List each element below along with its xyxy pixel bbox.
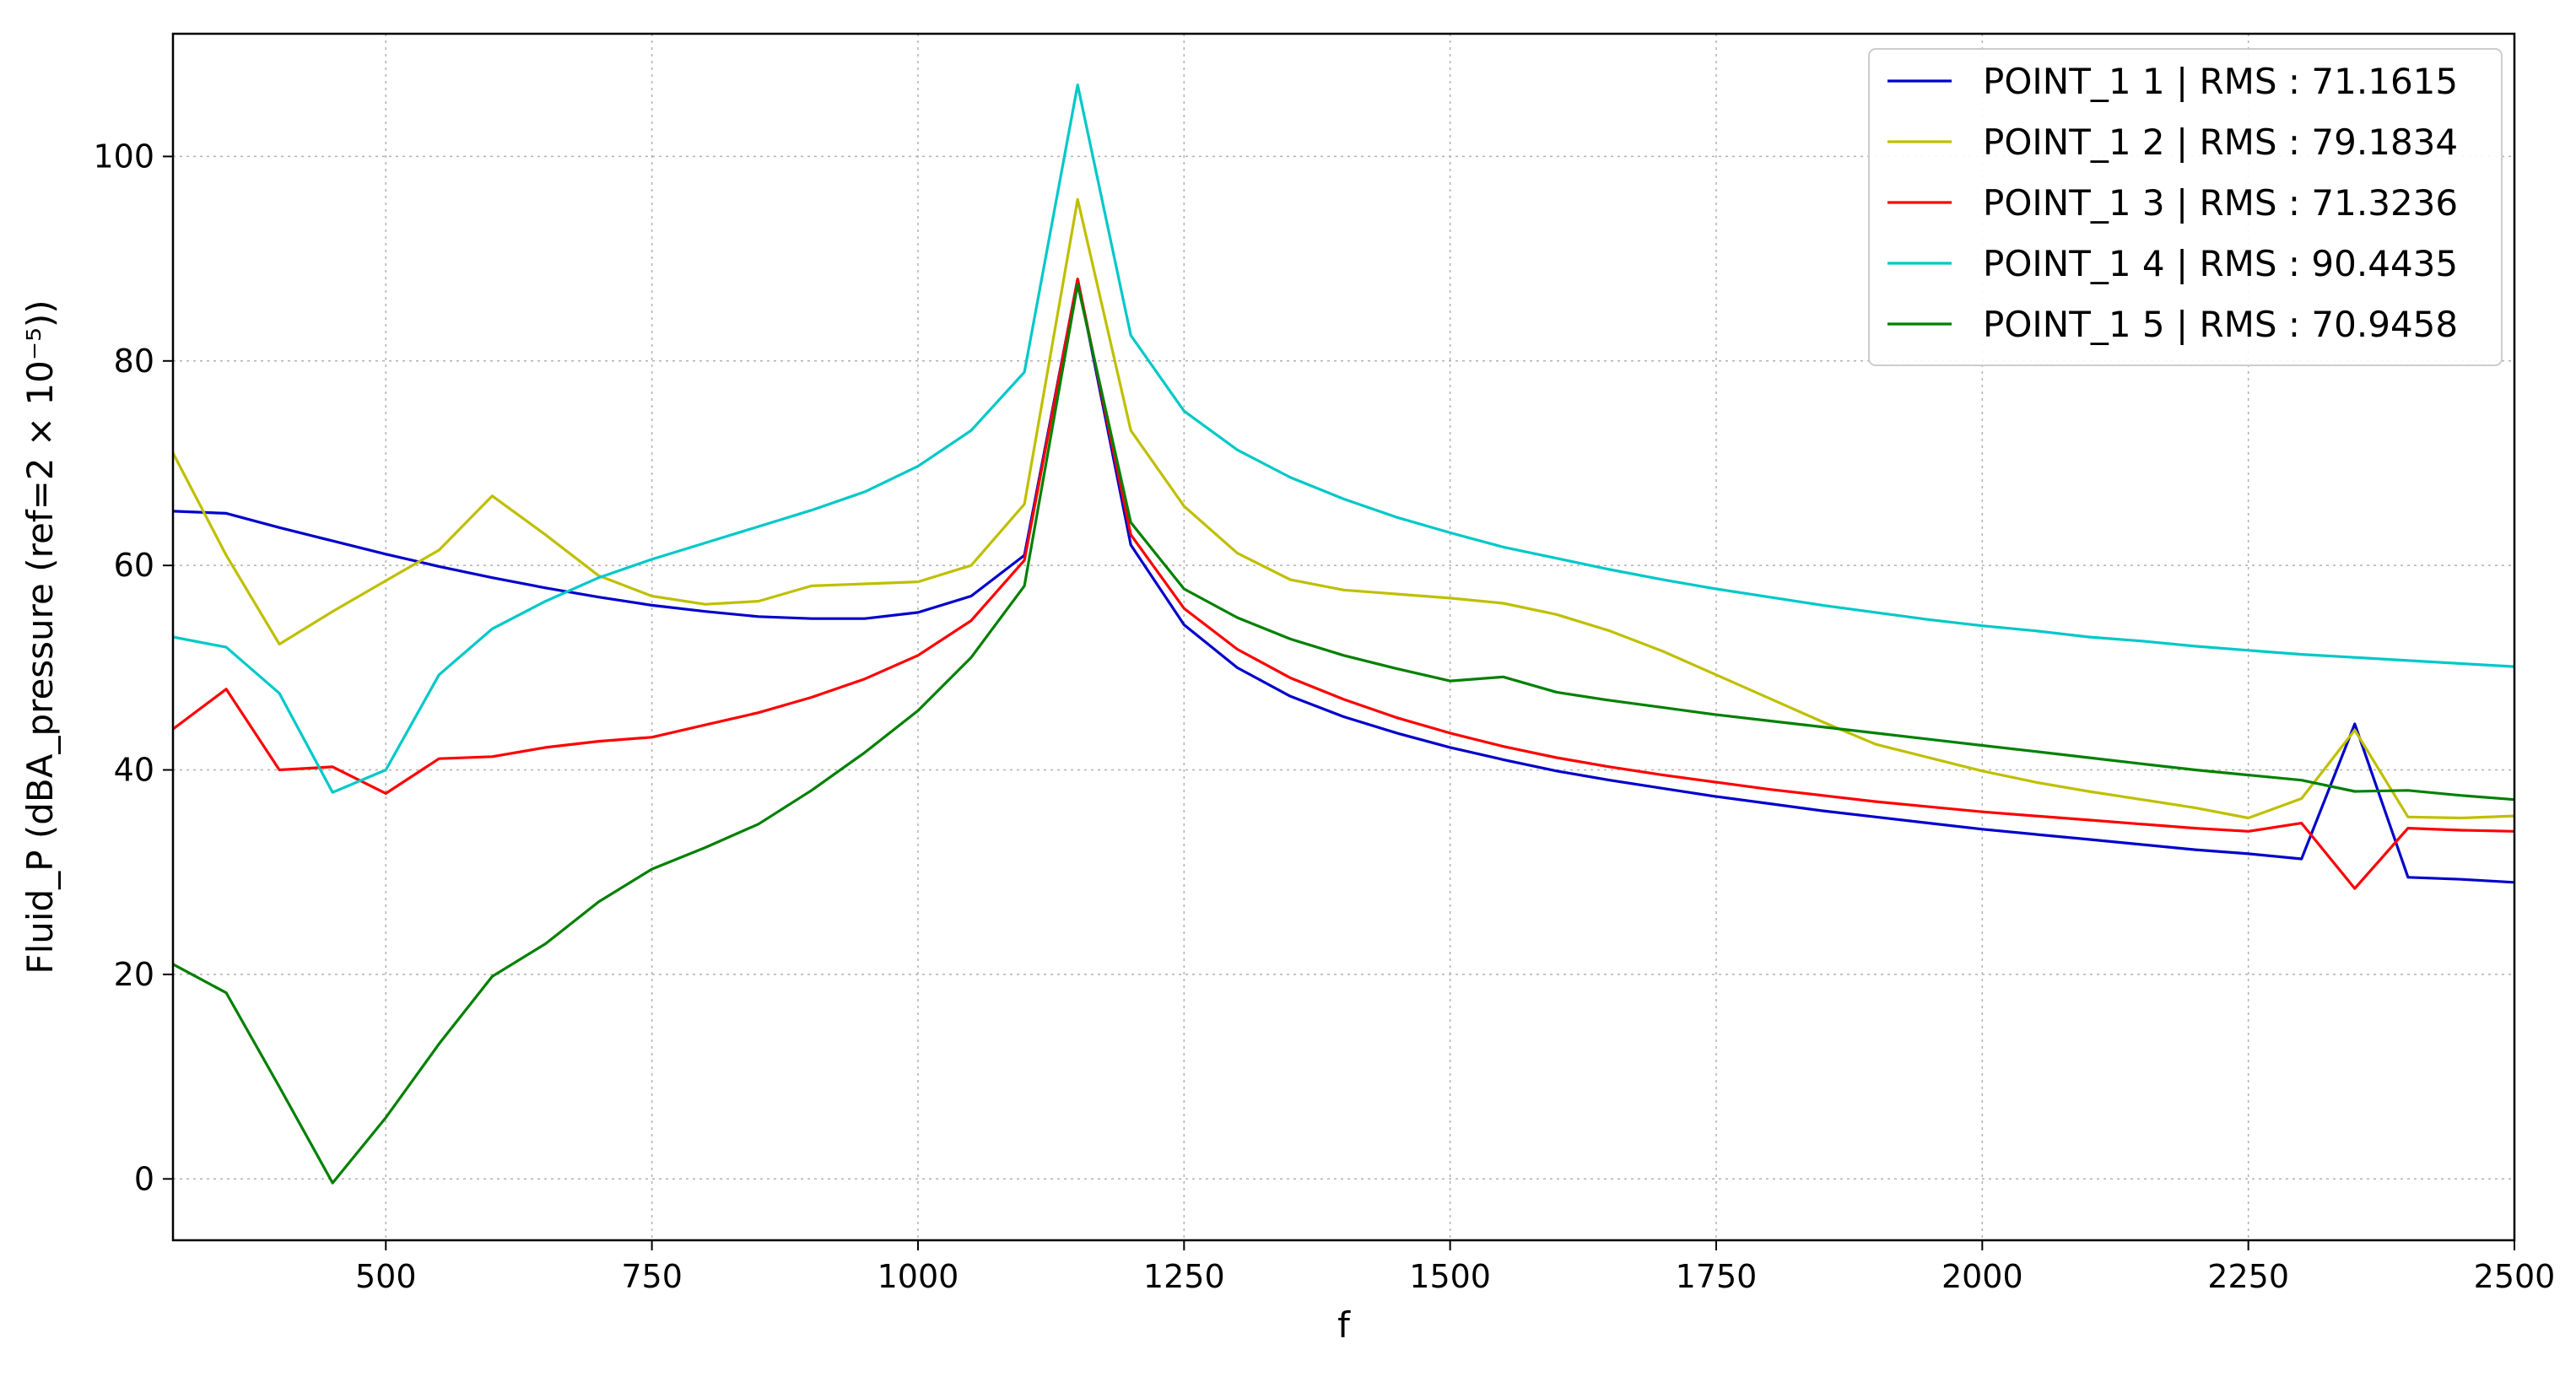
- x-axis-ticks: 500 750 1000 1250 1500 1750 2000 2250 2500: [355, 1240, 2555, 1295]
- legend-item: POINT_1 2 | RMS : 79.1834: [1887, 121, 2458, 163]
- legend-label: POINT_1 2 | RMS : 79.1834: [1983, 121, 2458, 163]
- series-line-4: [172, 83, 2515, 794]
- y-tick-label: 60: [114, 547, 154, 584]
- x-tick-label: 2000: [1941, 1258, 2023, 1295]
- series-line-3: [172, 278, 2515, 890]
- y-axis-ticks: 0 20 40 60 80 100: [93, 138, 173, 1197]
- y-tick-label: 0: [134, 1160, 154, 1197]
- x-tick-label: 1500: [1409, 1258, 1491, 1295]
- legend-item: POINT_1 1 | RMS : 71.1615: [1887, 61, 2458, 102]
- legend-item: POINT_1 4 | RMS : 90.4435: [1887, 243, 2458, 284]
- y-axis-label: Fluid_P (dBA_pressure (ref=2 × 10⁻⁵)): [19, 300, 61, 974]
- plot-area-frame: [171, 32, 2516, 1242]
- series-line-2: [171, 197, 2515, 820]
- y-tick-label: 40: [114, 752, 154, 789]
- series-layer: [171, 83, 2515, 1185]
- legend-label: POINT_1 1 | RMS : 71.1615: [1983, 61, 2458, 102]
- x-tick-label: 1750: [1676, 1258, 1758, 1295]
- legend-box: [1868, 48, 2503, 366]
- legend-item: POINT_1 3 | RMS : 71.3236: [1887, 182, 2458, 224]
- legend-label: POINT_1 4 | RMS : 90.4435: [1983, 243, 2458, 284]
- x-tick-label: 2250: [2207, 1258, 2289, 1295]
- legend-label: POINT_1 5 | RMS : 70.9458: [1983, 304, 2458, 345]
- x-tick-label: 1000: [878, 1258, 959, 1295]
- legend: POINT_1 1 | RMS : 71.1615 POINT_1 2 | RMS…: [1868, 48, 2503, 366]
- y-tick-label: 100: [93, 138, 154, 175]
- legend-label: POINT_1 3 | RMS : 71.3236: [1983, 182, 2458, 224]
- legend-item: POINT_1 5 | RMS : 70.9458: [1887, 304, 2458, 345]
- x-tick-label: 2500: [2474, 1258, 2556, 1295]
- x-tick-label: 750: [621, 1258, 683, 1295]
- x-axis-label: f: [1337, 1304, 1351, 1346]
- x-tick-label: 500: [355, 1258, 417, 1295]
- series-line-1: [172, 278, 2515, 884]
- y-tick-label: 20: [114, 956, 154, 993]
- series-line-5: [172, 283, 2515, 1185]
- x-tick-label: 1250: [1143, 1258, 1225, 1295]
- y-tick-label: 80: [114, 343, 154, 380]
